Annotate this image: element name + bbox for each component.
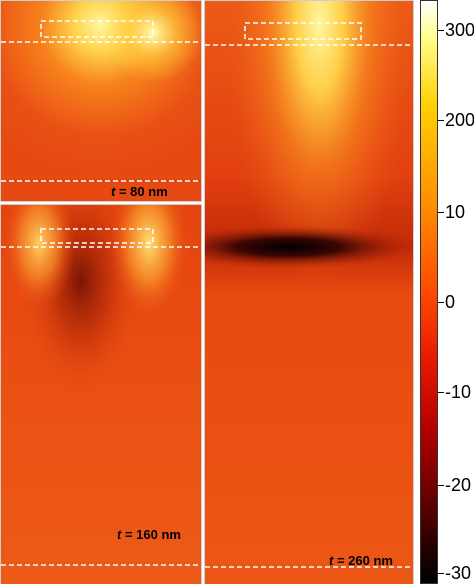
colorbar-tick <box>438 212 444 213</box>
colorbar-tick-label: 0 <box>445 292 456 312</box>
field-map-160nm <box>1 205 201 584</box>
colorbar-tick-label: -20 <box>445 475 472 495</box>
colorbar-tick <box>438 573 444 574</box>
field-map-260nm <box>205 1 413 584</box>
field-panel-160nm: t = 160 nm <box>0 204 202 584</box>
colorbar <box>420 0 438 584</box>
colorbar-tick-label: 300 <box>445 20 474 40</box>
colorbar-tick-label: -30 <box>445 563 472 583</box>
colorbar-tick-label: 200 <box>445 110 474 130</box>
field-map-80nm <box>1 1 201 201</box>
thickness-label-80nm: t = 80 nm <box>111 184 168 199</box>
colorbar-tick <box>438 302 444 303</box>
colorbar-tick <box>438 392 444 393</box>
colorbar-tick-label: 10 <box>445 202 466 222</box>
colorbar-tick-label: -10 <box>445 382 472 402</box>
colorbar-tick <box>438 30 444 31</box>
thickness-label-260nm: t = 260 nm <box>329 553 393 568</box>
thickness-label-160nm: t = 160 nm <box>117 527 181 542</box>
colorbar-tick <box>438 120 444 121</box>
colorbar-tick <box>438 485 444 486</box>
field-panel-260nm: t = 260 nm <box>204 0 414 584</box>
field-panel-80nm: t = 80 nm <box>0 0 202 202</box>
